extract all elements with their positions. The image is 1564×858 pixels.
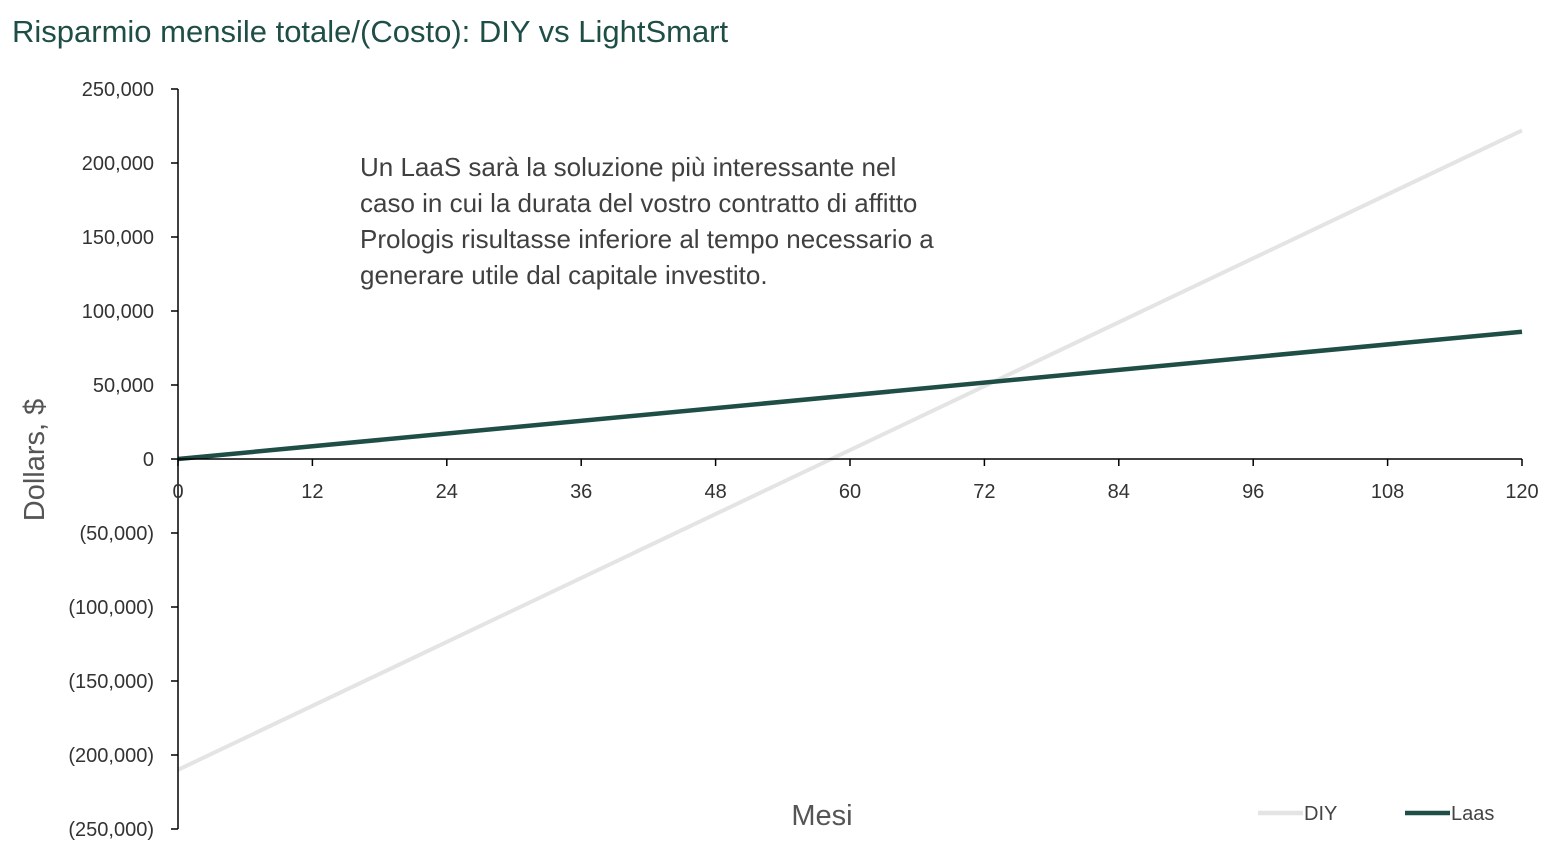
y-tick-label: 50,000 [93,375,154,397]
annotation-line-2: caso in cui la durata del vostro contrat… [360,188,917,218]
y-tick-label: (100,000) [68,597,154,619]
y-tick-label: 250,000 [82,79,154,101]
annotation-line-1: Un LaaS sarà la soluzione più interessan… [360,152,896,182]
y-tick-label: 0 [143,449,154,471]
x-axis-title: Mesi [791,800,852,832]
y-tick-label: (150,000) [68,671,154,693]
y-tick-label: (200,000) [68,745,154,767]
series-layer [177,128,1523,772]
annotation-line-3: Prologis risultasse inferiore al tempo n… [360,224,934,254]
x-tick-label: 84 [1108,481,1130,503]
y-axis-title: Dollars, $ [19,399,51,522]
legend-label-diy: DIY [1304,803,1337,825]
x-tick-label: 48 [704,481,726,503]
ticks-layer: 250,000 200,000 150,000 100,000 50,000 0 (50,0… [68,79,1538,841]
x-tick-label: 36 [570,481,592,503]
legend: DIY Laas [1258,803,1494,825]
annotation-group: Un LaaS sarà la soluzione più interessan… [360,152,934,290]
annotation-line-4: generare utile dal capitale investito. [360,260,768,290]
y-tick-label: (250,000) [68,819,154,841]
legend-label-laas: Laas [1451,803,1494,825]
x-tick-label: 96 [1242,481,1264,503]
y-tick-label: 150,000 [82,227,154,249]
x-tick-label: 108 [1371,481,1404,503]
series-line-laas [177,329,1523,462]
x-tick-label: 60 [839,481,861,503]
x-tick-label: 24 [436,481,458,503]
series-line-diy [177,128,1523,772]
y-tick-label: 100,000 [82,301,154,323]
x-tick-label: 0 [172,481,183,503]
chart-title: Risparmio mensile totale/(Costo): DIY vs… [12,14,729,49]
y-tick-label: (50,000) [80,523,155,545]
x-tick-label: 120 [1505,481,1538,503]
x-tick-label: 72 [973,481,995,503]
y-tick-label: 200,000 [82,153,154,175]
x-tick-label: 12 [301,481,323,503]
